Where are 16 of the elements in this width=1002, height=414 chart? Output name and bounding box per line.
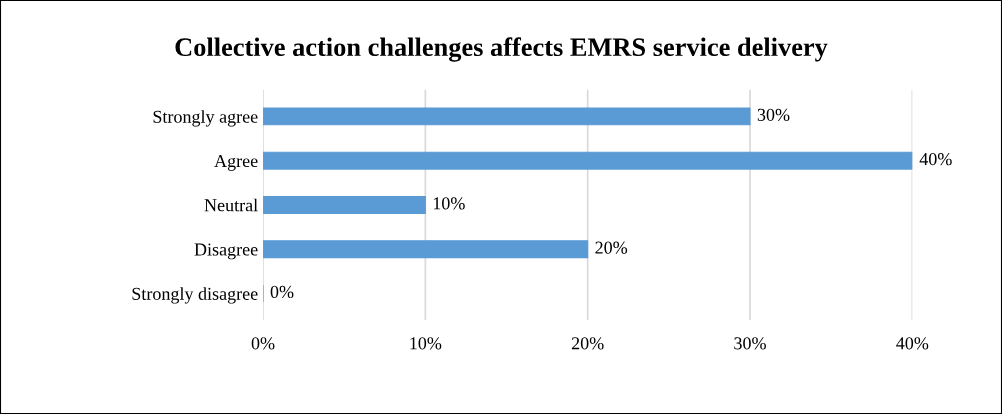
y-tick-label: Strongly agree: [153, 110, 258, 127]
y-tick-label: Strongly disagree: [132, 287, 258, 304]
y-tick-label: Neutral: [204, 198, 258, 212]
x-tick-label: 30%: [734, 337, 766, 350]
x-tick-label: 40%: [896, 337, 929, 350]
data-label: 10%: [433, 197, 465, 210]
x-tick-label: 0%: [251, 337, 275, 350]
y-tick-label: Agree: [214, 154, 258, 171]
x-tick-label: 10%: [410, 337, 442, 350]
y-tick-label: Disagree: [194, 243, 258, 260]
data-label: 40%: [919, 153, 952, 166]
x-tick-label: 20%: [571, 337, 604, 350]
data-label: 20%: [595, 241, 628, 254]
data-label: 0%: [270, 285, 294, 299]
data-label: 30%: [757, 108, 790, 121]
chart-title: Collective action challenges affects EMRS service delivery: [175, 37, 828, 62]
